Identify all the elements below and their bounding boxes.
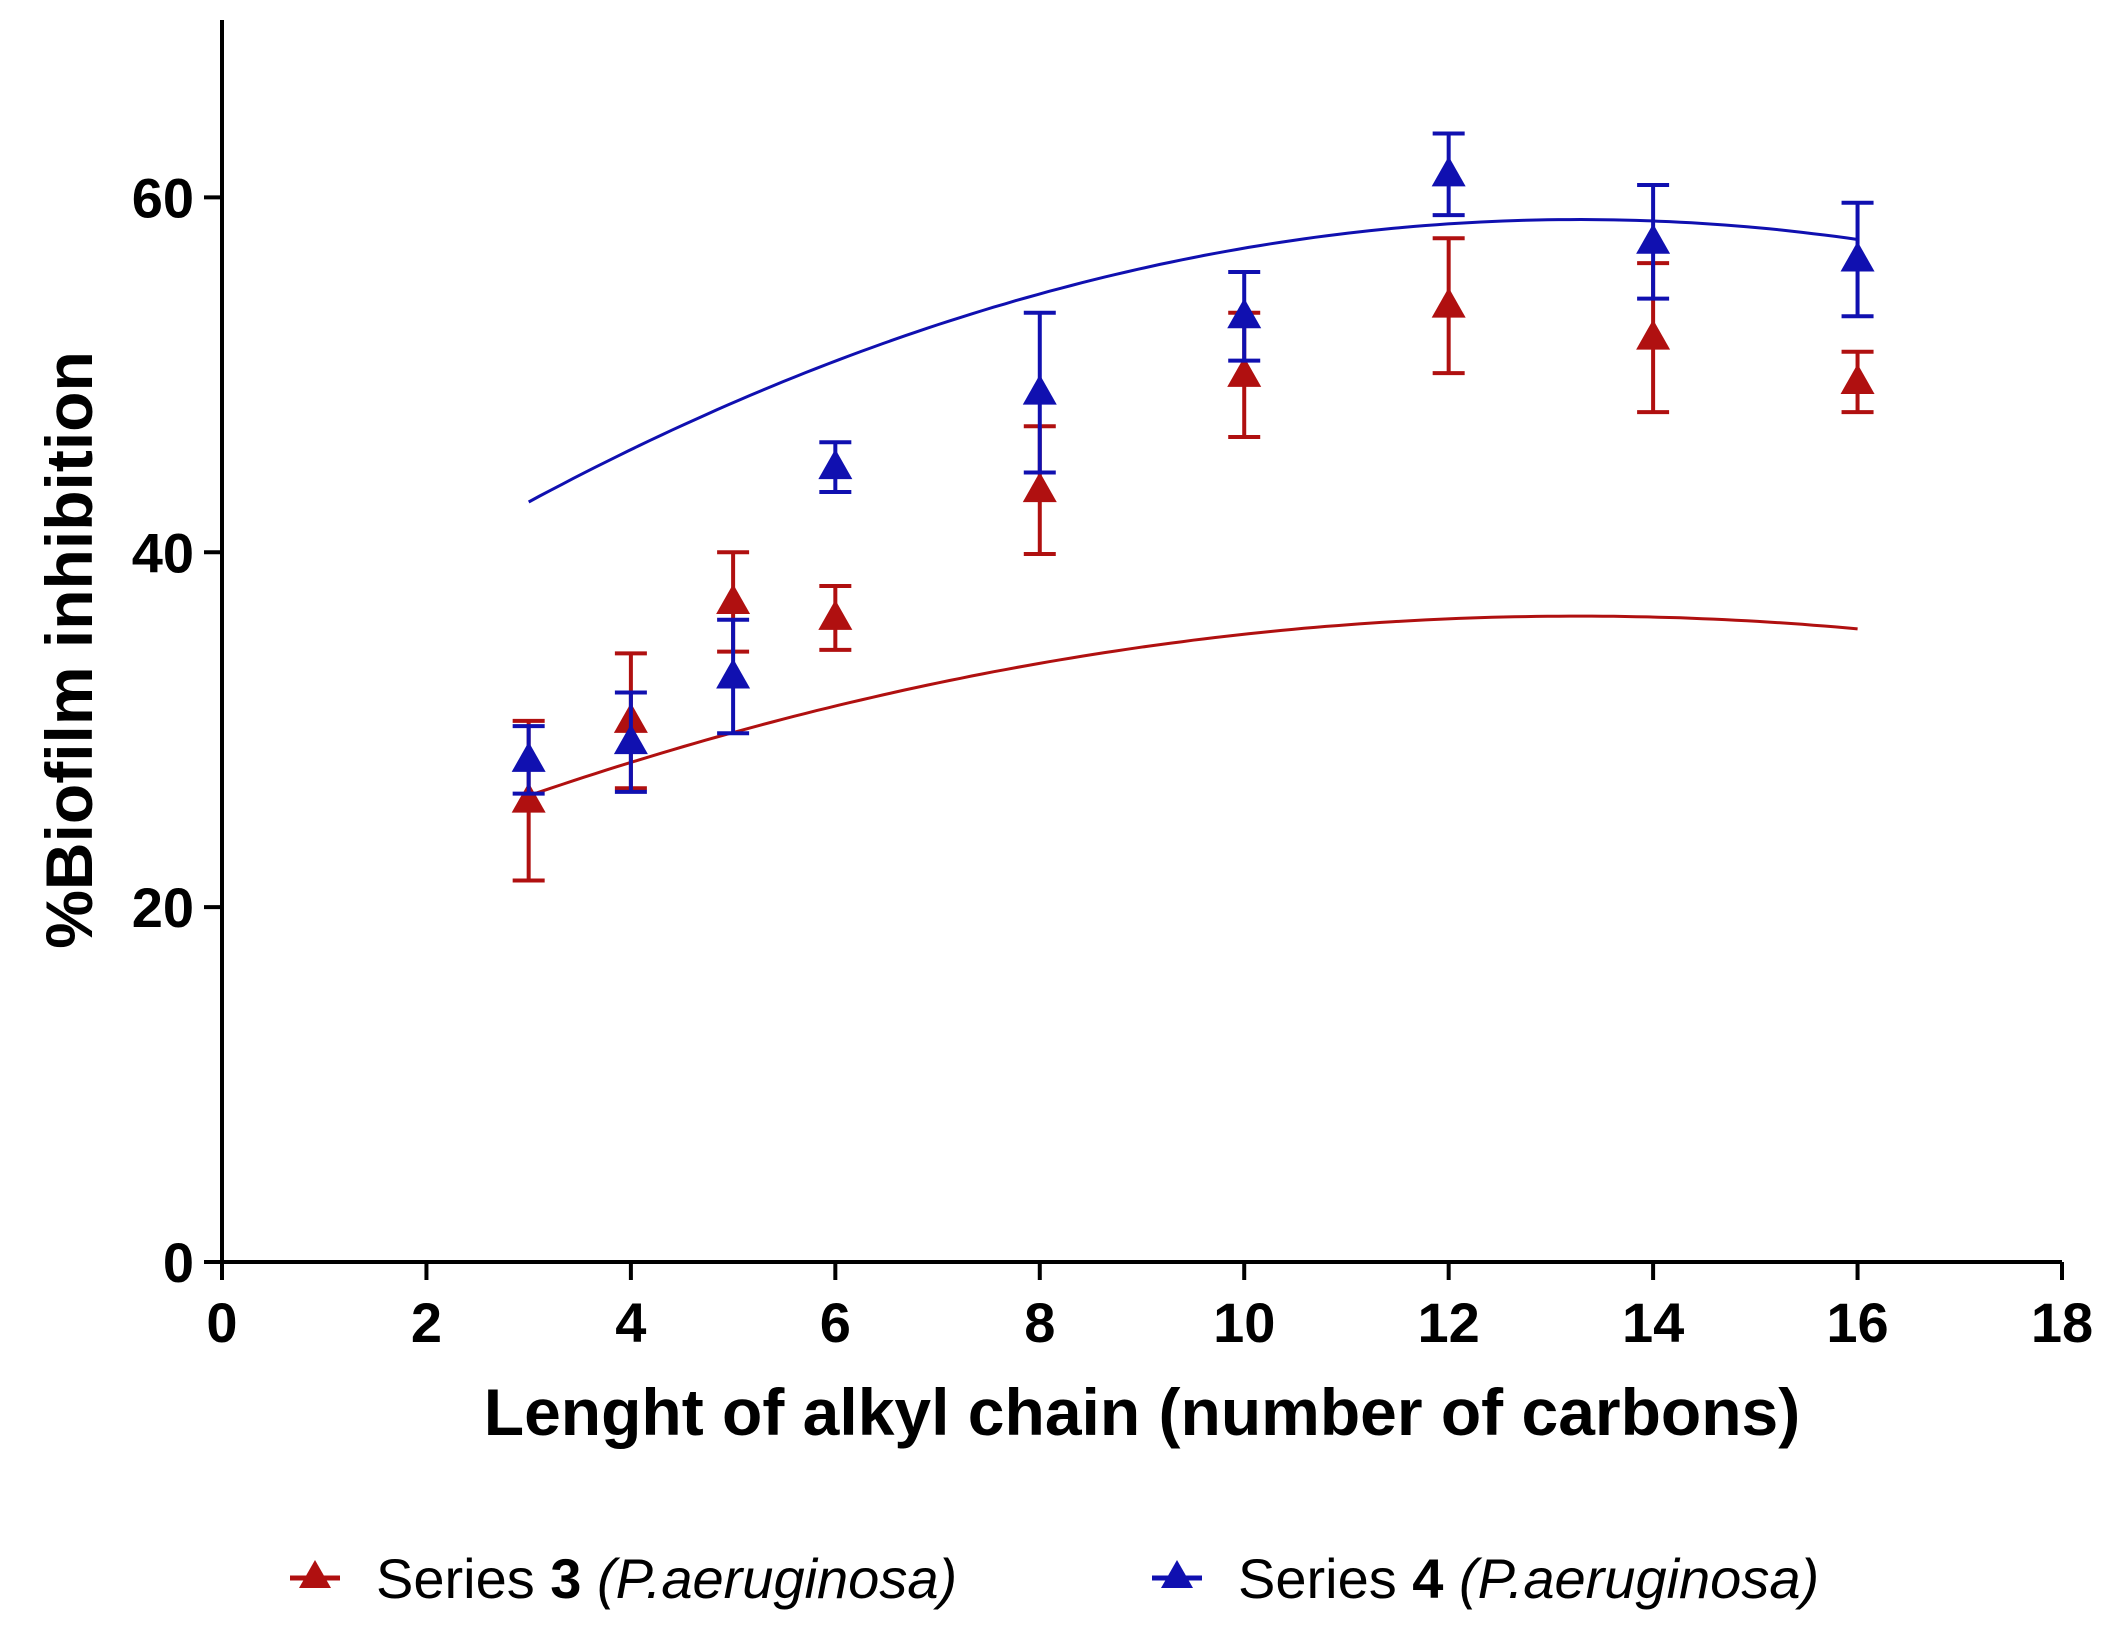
- legend-space-series-4: [1443, 1547, 1459, 1610]
- fit-curves: [527, 217, 1858, 798]
- data-point: [1431, 287, 1466, 318]
- data-point: [716, 583, 751, 614]
- x-tick-label: 18: [2031, 1291, 2093, 1354]
- legend-space-series-3: [581, 1547, 597, 1610]
- legend-label-series-4: Series 4 (P.aeruginosa): [1238, 1547, 1819, 1610]
- x-tick-label: 0: [206, 1291, 237, 1354]
- x-tick-label: 16: [1826, 1291, 1888, 1354]
- data-point: [716, 658, 751, 689]
- data-point: [1840, 241, 1875, 272]
- data-point: [1022, 374, 1057, 405]
- y-tick-label: 0: [163, 1231, 194, 1294]
- y-tick-label: 40: [132, 521, 194, 584]
- data-point: [1431, 156, 1466, 187]
- legend-number-series-3: 3: [550, 1547, 581, 1610]
- x-tick-label: 6: [820, 1291, 851, 1354]
- legend-marker-series-4: [1161, 1560, 1193, 1588]
- legend-species-series-3: (P.aeruginosa): [597, 1547, 957, 1610]
- data-point: [1022, 472, 1057, 503]
- data-series: [511, 131, 1875, 883]
- series-3: [511, 236, 1875, 883]
- x-tick-label: 4: [615, 1291, 646, 1354]
- y-axis-title: %Biofilm inhibition: [32, 351, 106, 949]
- data-point: [511, 741, 546, 772]
- x-axis-title: Lenght of alkyl chain (number of carbons…: [484, 1375, 1800, 1449]
- data-point: [613, 724, 648, 755]
- x-tick-label: 12: [1418, 1291, 1480, 1354]
- data-point: [818, 599, 853, 630]
- series-4: [511, 131, 1875, 796]
- data-point: [1636, 223, 1671, 254]
- legend-marker-series-3: [299, 1560, 331, 1588]
- y-ticks: 0 20 40 60: [132, 166, 222, 1294]
- x-tick-label: 10: [1213, 1291, 1275, 1354]
- x-ticks: 0 2 4 6 8 10 12 14 16 18: [206, 1262, 2093, 1354]
- y-tick-label: 20: [132, 876, 194, 939]
- x-tick-label: 14: [1622, 1291, 1684, 1354]
- data-point: [1227, 356, 1262, 387]
- data-point: [1840, 363, 1875, 394]
- y-tick-label: 60: [132, 166, 194, 229]
- legend: Series 3 (P.aeruginosa) Series 4 (P.aeru…: [290, 1547, 1819, 1610]
- legend-prefix-series-3: Series: [376, 1547, 550, 1610]
- legend-item-series-3: Series 3 (P.aeruginosa): [290, 1547, 957, 1610]
- data-point: [818, 449, 853, 480]
- data-point: [511, 782, 546, 813]
- data-point: [1636, 319, 1671, 350]
- x-tick-label: 8: [1024, 1291, 1055, 1354]
- legend-item-series-4: Series 4 (P.aeruginosa): [1152, 1547, 1819, 1610]
- fit-curve-series-3: [528, 614, 1858, 798]
- x-tick-label: 2: [411, 1291, 442, 1354]
- fit-curve-series-4: [527, 217, 1858, 504]
- legend-number-series-4: 4: [1412, 1547, 1443, 1610]
- legend-species-series-4: (P.aeruginosa): [1459, 1547, 1819, 1610]
- legend-label-series-3: Series 3 (P.aeruginosa): [376, 1547, 957, 1610]
- legend-prefix-series-4: Series: [1238, 1547, 1412, 1610]
- data-point: [1227, 298, 1262, 329]
- axes: [220, 20, 2062, 1264]
